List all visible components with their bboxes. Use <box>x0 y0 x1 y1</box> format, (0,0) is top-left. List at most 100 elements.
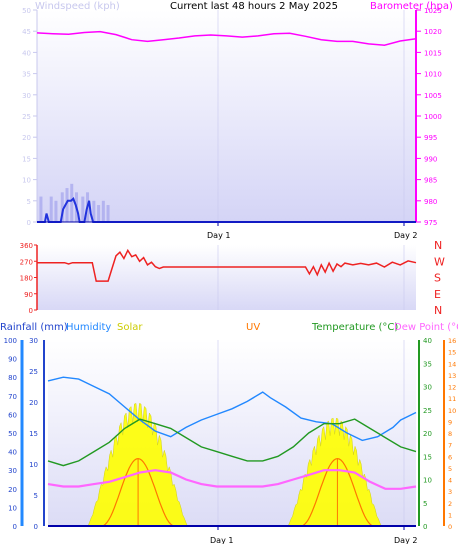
gust-bar <box>97 205 101 222</box>
baro-tick-label: 975 <box>424 219 437 227</box>
direction-tick-label: 270 <box>20 258 33 266</box>
rainfall-tick-label: 5 <box>34 492 38 500</box>
rainfall-tick-label: 25 <box>29 368 38 376</box>
dew-point-line <box>47 469 417 490</box>
humidity-tick-label: 40 <box>8 449 17 457</box>
rainfall-tick-label: 0 <box>34 523 38 531</box>
wind-tick-label: 10 <box>22 177 31 185</box>
uv-tick-label: 8 <box>448 430 452 438</box>
gust-bar <box>39 196 43 222</box>
humidity-tick-label: 90 <box>8 356 17 364</box>
barometer-axis-label: Barometer (hpa) <box>370 1 453 12</box>
temperature-tick-label: 20 <box>423 430 432 438</box>
uv-tick-label: 11 <box>448 395 456 403</box>
barometer-line <box>36 30 417 46</box>
humidity-tick-label: 10 <box>8 504 17 512</box>
temperature-tick-label: 10 <box>423 477 432 485</box>
wind-tick-label: 35 <box>22 71 31 79</box>
humidity-tick-label: 50 <box>8 430 17 438</box>
rainfall-axis-label: Rainfall (mm) <box>0 322 68 333</box>
compass-label: W <box>434 255 445 268</box>
wind-tick-label: 0 <box>27 219 31 227</box>
temperature-tick-label: 30 <box>423 384 432 392</box>
wind-tick-label: 30 <box>22 92 31 100</box>
direction-tick-label: 360 <box>20 242 33 250</box>
uv-tick-label: 6 <box>448 453 452 461</box>
wind-tick-label: 45 <box>22 28 31 36</box>
humidity-tick-label: 20 <box>8 486 17 494</box>
baro-tick-label: 1015 <box>424 49 442 57</box>
baro-tick-label: 985 <box>424 177 437 185</box>
gust-bar <box>106 205 110 222</box>
temperature-tick-label: 15 <box>423 453 432 461</box>
gust-bar <box>92 200 96 222</box>
compass-label: E <box>434 288 441 301</box>
baro-tick-label: 1020 <box>424 28 442 36</box>
baro-tick-label: 980 <box>424 198 437 206</box>
uv-tick-label: 15 <box>448 349 456 357</box>
compass-label: N <box>434 239 442 252</box>
rainfall-tick-label: 20 <box>29 399 38 407</box>
humidity-tick-label: 30 <box>8 467 17 475</box>
uv-line <box>101 457 175 527</box>
uv-tick-label: 5 <box>448 465 452 473</box>
uv-tick-label: 4 <box>448 477 452 485</box>
humidity-tick-label: 60 <box>8 411 17 419</box>
uv-tick-label: 14 <box>448 360 456 368</box>
wind-tick-label: 25 <box>22 113 31 121</box>
temperature-panel: Rainfall (mm) Humidity Solar UV Temperat… <box>0 322 458 545</box>
wind-direction-plot-area <box>37 245 416 310</box>
direction-tick-label: 0 <box>29 307 33 315</box>
gust-bar <box>70 183 74 222</box>
gust-bar <box>81 196 85 222</box>
wind-tick-label: 40 <box>22 49 31 57</box>
uv-tick-label: 10 <box>448 407 456 415</box>
baro-tick-label: 1005 <box>424 92 442 100</box>
humidity-tick-label: 0 <box>13 523 17 531</box>
wind-barometer-panel: Windspeed (kph) Current last 48 hours 2 … <box>22 1 453 240</box>
windspeed-axis-label: Windspeed (kph) <box>35 1 120 12</box>
uv-tick-label: 1 <box>448 511 452 519</box>
wind-tick-label: 20 <box>22 134 31 142</box>
wind-direction-line <box>37 248 417 282</box>
baro-tick-label: 1025 <box>424 7 442 15</box>
temperature-tick-label: 5 <box>423 500 427 508</box>
direction-tick-label: 180 <box>20 275 33 283</box>
gust-bar <box>101 200 105 222</box>
gust-bar <box>49 196 53 222</box>
wind-barometer-plot-area <box>37 10 416 222</box>
temperature-line <box>47 418 417 467</box>
dewpoint-axis-label: Dew Point (°C) <box>394 322 458 333</box>
baro-tick-label: 1000 <box>424 113 442 121</box>
wind-tick-label: 50 <box>22 7 31 15</box>
humidity-tick-label: 80 <box>8 374 17 382</box>
wind-tick-label: 15 <box>22 155 31 163</box>
baro-tick-label: 995 <box>424 134 437 142</box>
gust-bar <box>60 192 64 222</box>
uv-tick-label: 7 <box>448 442 452 450</box>
solar-axis-label: Solar <box>117 322 143 333</box>
compass-label: N <box>434 304 442 317</box>
rainfall-tick-label: 10 <box>29 461 38 469</box>
x-label-day1-bottom: Day 1 <box>210 536 233 544</box>
baro-tick-label: 1010 <box>424 71 442 79</box>
uv-tick-label: 3 <box>448 488 452 496</box>
humidity-axis-label: Humidity <box>66 322 111 333</box>
temperature-tick-label: 35 <box>423 360 432 368</box>
gust-bar <box>65 188 69 222</box>
temperature-tick-label: 40 <box>423 337 432 345</box>
uv-tick-label: 0 <box>448 523 452 531</box>
chart-title: Current last 48 hours 2 May 2025 <box>170 1 338 12</box>
uv-tick-label: 16 <box>448 337 456 345</box>
uv-tick-label: 9 <box>448 418 452 426</box>
rainfall-tick-label: 30 <box>29 337 38 345</box>
baro-tick-label: 990 <box>424 155 437 163</box>
humidity-tick-label: 100 <box>4 337 17 345</box>
x-label-day2-top: Day 2 <box>394 231 417 240</box>
compass-label: S <box>434 272 441 285</box>
uv-tick-label: 12 <box>448 384 456 392</box>
x-label-day2-bottom: Day 2 <box>394 536 417 544</box>
